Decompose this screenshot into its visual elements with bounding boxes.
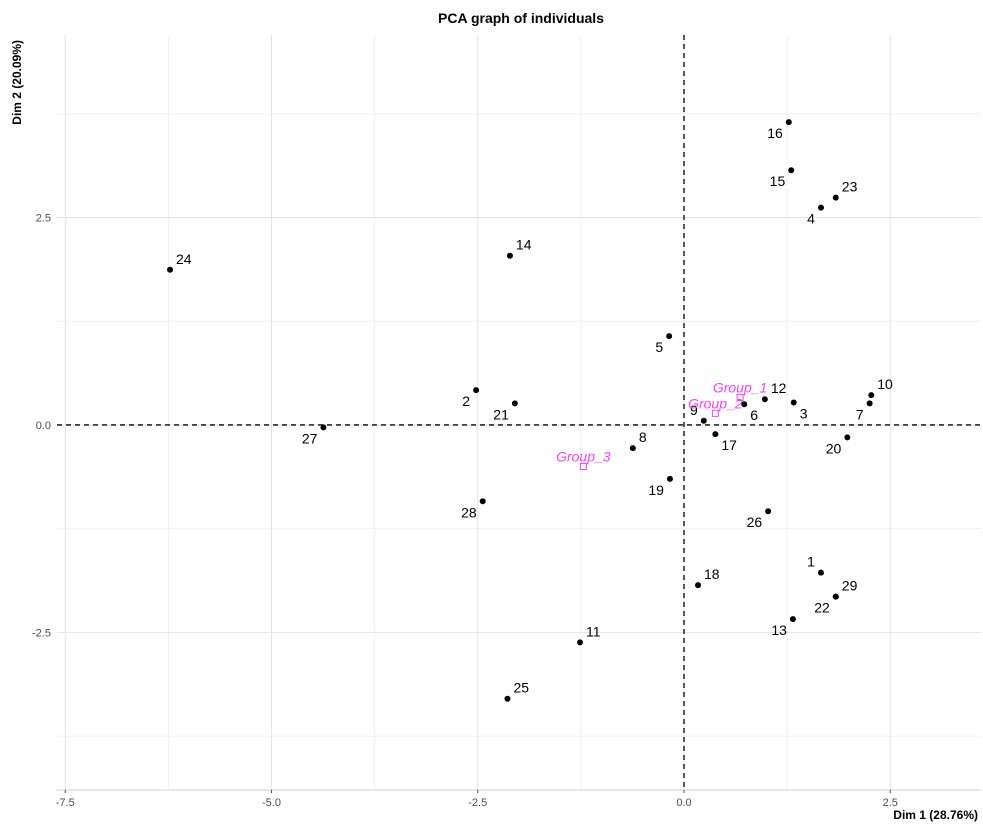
point-label: 2 bbox=[462, 393, 470, 409]
data-point bbox=[790, 399, 797, 406]
group-centroid-marker bbox=[579, 462, 587, 470]
data-point bbox=[479, 498, 486, 505]
data-point bbox=[167, 266, 174, 273]
point-label: 9 bbox=[690, 402, 698, 418]
data-point bbox=[817, 569, 824, 576]
point-label: 25 bbox=[513, 680, 529, 696]
point-label: 14 bbox=[516, 237, 532, 253]
x-tick-label: -5.0 bbox=[262, 797, 281, 809]
point-label: 4 bbox=[807, 211, 815, 227]
data-point bbox=[789, 616, 796, 623]
x-tick-label: 2.5 bbox=[883, 797, 898, 809]
data-point bbox=[473, 387, 480, 394]
chart-title: PCA graph of individuals bbox=[438, 10, 604, 26]
point-label: 11 bbox=[586, 623, 601, 639]
point-label: 7 bbox=[856, 406, 864, 422]
point-label: 29 bbox=[842, 578, 858, 594]
group-centroid-marker bbox=[711, 409, 719, 417]
data-point bbox=[712, 431, 719, 438]
y-tick-label: -2.5 bbox=[32, 627, 51, 639]
data-point bbox=[832, 593, 839, 600]
point-label: 28 bbox=[461, 504, 477, 520]
point-label: 20 bbox=[826, 440, 842, 456]
data-point bbox=[866, 400, 873, 407]
data-point bbox=[320, 424, 327, 431]
point-label: 27 bbox=[302, 430, 318, 446]
data-point bbox=[761, 396, 768, 403]
data-point bbox=[504, 695, 511, 702]
data-point bbox=[666, 475, 673, 482]
data-point bbox=[765, 508, 772, 515]
x-axis-ticks: -7.5 -5.0 -2.5 0.0 2.5 bbox=[56, 790, 898, 809]
data-point bbox=[695, 582, 702, 589]
point-label: 22 bbox=[814, 600, 830, 616]
x-axis-title: Dim 1 (28.76%) bbox=[893, 808, 978, 822]
data-point bbox=[817, 204, 824, 211]
data-point bbox=[700, 417, 707, 424]
point-label: 17 bbox=[721, 437, 737, 453]
y-axis-title: Dim 2 (20.09%) bbox=[10, 40, 24, 125]
point-label: 1 bbox=[807, 554, 815, 570]
point-label: 24 bbox=[176, 251, 192, 267]
point-label: 8 bbox=[639, 429, 647, 445]
point-label: 23 bbox=[842, 179, 858, 195]
point-label: 6 bbox=[750, 407, 758, 423]
group-label: Group_1 bbox=[713, 380, 767, 396]
minor-grid bbox=[57, 35, 981, 790]
x-tick-label: 0.0 bbox=[676, 797, 691, 809]
data-point bbox=[506, 252, 513, 259]
y-tick-label: 2.5 bbox=[36, 213, 51, 225]
point-label: 10 bbox=[877, 376, 893, 392]
x-tick-label: -2.5 bbox=[468, 797, 487, 809]
major-grid bbox=[57, 35, 981, 791]
data-point bbox=[741, 401, 748, 408]
point-label: 16 bbox=[767, 125, 783, 141]
data-point bbox=[785, 119, 792, 126]
point-label: 19 bbox=[648, 482, 664, 498]
data-point bbox=[832, 194, 839, 201]
point-label: 18 bbox=[704, 566, 720, 582]
group-centroid-marker bbox=[736, 394, 744, 402]
x-tick-label: -7.5 bbox=[56, 797, 75, 809]
group-label: Group_3 bbox=[556, 448, 611, 464]
data-point bbox=[788, 167, 795, 174]
group-label: Group_2 bbox=[688, 395, 743, 411]
data-point bbox=[511, 400, 518, 407]
data-point bbox=[577, 639, 584, 646]
point-label: 26 bbox=[747, 514, 763, 530]
data-point bbox=[666, 333, 673, 340]
reference-lines bbox=[57, 35, 981, 790]
data-point bbox=[868, 392, 875, 399]
point-label: 5 bbox=[655, 339, 663, 355]
data-point bbox=[629, 445, 636, 452]
point-label: 21 bbox=[493, 406, 509, 422]
point-label: 3 bbox=[800, 406, 808, 422]
y-axis-ticks: -2.5 0.0 2.5 bbox=[32, 213, 51, 640]
y-tick-label: 0.0 bbox=[36, 420, 51, 432]
point-label: 12 bbox=[771, 380, 787, 396]
data-point bbox=[844, 434, 851, 441]
point-label: 15 bbox=[770, 173, 786, 189]
point-label: 13 bbox=[771, 622, 787, 638]
